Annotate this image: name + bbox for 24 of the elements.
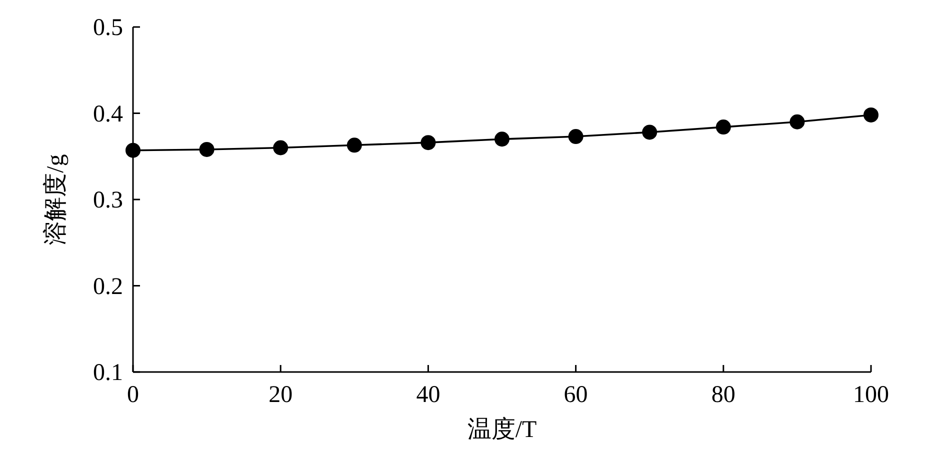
point bbox=[494, 132, 510, 147]
y-tick-label: 0.1 bbox=[93, 360, 123, 386]
x-tick-label: 0 bbox=[127, 382, 139, 408]
point bbox=[864, 107, 878, 122]
point bbox=[568, 129, 584, 144]
x-tick-label: 100 bbox=[853, 382, 889, 408]
point bbox=[199, 142, 214, 157]
point bbox=[346, 138, 362, 153]
x-tick-label: 20 bbox=[268, 382, 293, 408]
y-axis-title: 溶解度/g bbox=[42, 154, 69, 245]
y-tick-label: 0.5 bbox=[93, 15, 123, 41]
point bbox=[273, 140, 288, 156]
point bbox=[716, 120, 731, 135]
x-tick-label: 80 bbox=[711, 382, 736, 408]
y-tick-label: 0.4 bbox=[93, 101, 123, 128]
point bbox=[642, 124, 658, 140]
point bbox=[420, 135, 436, 150]
x-tick-label: 60 bbox=[564, 382, 588, 408]
x-axis-title: 温度/T bbox=[467, 416, 538, 443]
x-tick-label: 40 bbox=[416, 382, 440, 408]
y-tick-label: 0.2 bbox=[93, 274, 123, 300]
point bbox=[790, 114, 805, 130]
point bbox=[126, 142, 140, 158]
y-tick-label: 0.3 bbox=[93, 188, 123, 214]
